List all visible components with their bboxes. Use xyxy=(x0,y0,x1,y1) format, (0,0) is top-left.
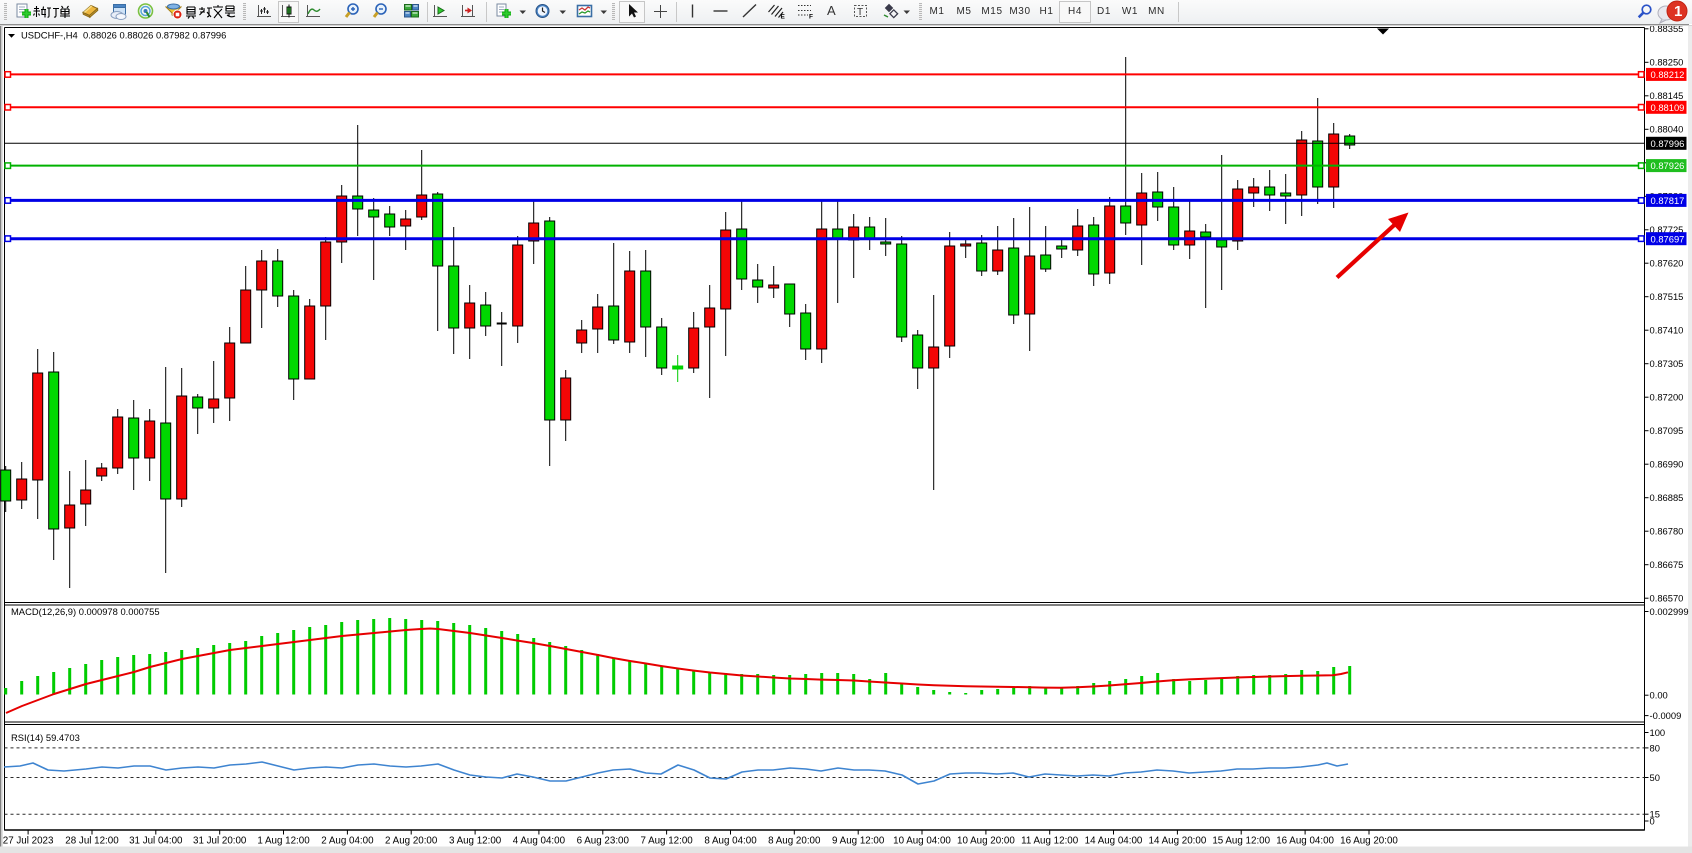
svg-text:0.00: 0.00 xyxy=(1650,690,1668,701)
svg-text:F: F xyxy=(809,14,813,21)
svg-text:16 Aug 20:00: 16 Aug 20:00 xyxy=(1340,836,1398,847)
svg-text:14 Aug 20:00: 14 Aug 20:00 xyxy=(1149,836,1207,847)
svg-text:USDCHF-,H4 0.88026 0.88026 0.: USDCHF-,H4 0.88026 0.88026 0.87982 0.879… xyxy=(21,30,226,41)
svg-text:31 Jul 20:00: 31 Jul 20:00 xyxy=(193,836,247,847)
svg-text:0.88109: 0.88109 xyxy=(1651,102,1685,113)
svg-text:6 Aug 23:00: 6 Aug 23:00 xyxy=(577,836,630,847)
svg-text:0.87095: 0.87095 xyxy=(1650,425,1684,436)
svg-text:0.88040: 0.88040 xyxy=(1650,124,1684,135)
svg-text:0.88355: 0.88355 xyxy=(1650,23,1684,34)
svg-text:9 Aug 12:00: 9 Aug 12:00 xyxy=(832,836,885,847)
svg-text:1 Aug 12:00: 1 Aug 12:00 xyxy=(257,836,310,847)
svg-text:0.86990: 0.86990 xyxy=(1650,459,1684,470)
svg-text:0.87926: 0.87926 xyxy=(1651,160,1685,171)
svg-text:0.87996: 0.87996 xyxy=(1651,138,1685,149)
svg-text:E: E xyxy=(781,14,786,21)
svg-text:0.87620: 0.87620 xyxy=(1650,258,1684,269)
svg-text:0.86885: 0.86885 xyxy=(1650,492,1684,503)
svg-text:14 Aug 04:00: 14 Aug 04:00 xyxy=(1085,836,1143,847)
svg-text:4 Aug 04:00: 4 Aug 04:00 xyxy=(513,836,566,847)
svg-text:100: 100 xyxy=(1650,727,1666,738)
svg-text:27 Jul 2023: 27 Jul 2023 xyxy=(3,836,54,847)
svg-text:1: 1 xyxy=(1674,3,1682,20)
svg-text:0.88212: 0.88212 xyxy=(1651,69,1685,80)
svg-text:0.87410: 0.87410 xyxy=(1650,325,1684,336)
svg-text:0.86780: 0.86780 xyxy=(1650,526,1684,537)
svg-text:T: T xyxy=(857,7,863,18)
svg-text:50: 50 xyxy=(1650,772,1660,783)
svg-text:0.87515: 0.87515 xyxy=(1650,291,1684,302)
svg-text:0.86570: 0.86570 xyxy=(1650,593,1684,604)
svg-text:0.87200: 0.87200 xyxy=(1650,392,1684,403)
svg-text:3 Aug 12:00: 3 Aug 12:00 xyxy=(449,836,502,847)
svg-text:RSI(14) 59.4703: RSI(14) 59.4703 xyxy=(11,732,80,743)
svg-text:2 Aug 04:00: 2 Aug 04:00 xyxy=(321,836,374,847)
svg-text:11 Aug 12:00: 11 Aug 12:00 xyxy=(1021,836,1079,847)
svg-text:15 Aug 12:00: 15 Aug 12:00 xyxy=(1212,836,1270,847)
svg-text:0.87725: 0.87725 xyxy=(1650,224,1684,235)
svg-text:-0.0009: -0.0009 xyxy=(1650,710,1682,721)
svg-text:0.87817: 0.87817 xyxy=(1651,195,1685,206)
svg-text:0: 0 xyxy=(1650,815,1655,826)
svg-text:MACD(12,26,9) 0.000978 0.00075: MACD(12,26,9) 0.000978 0.000755 xyxy=(11,606,160,617)
svg-text:10 Aug 04:00: 10 Aug 04:00 xyxy=(893,836,951,847)
svg-text:0.002999: 0.002999 xyxy=(1650,606,1689,617)
svg-text:28 Jul 12:00: 28 Jul 12:00 xyxy=(65,836,119,847)
svg-text:8 Aug 20:00: 8 Aug 20:00 xyxy=(768,836,821,847)
svg-text:80: 80 xyxy=(1650,742,1660,753)
svg-text:15: 15 xyxy=(1650,809,1660,820)
svg-text:16 Aug 04:00: 16 Aug 04:00 xyxy=(1276,836,1334,847)
svg-text:0.88145: 0.88145 xyxy=(1650,90,1684,101)
svg-text:0.87697: 0.87697 xyxy=(1651,233,1685,244)
svg-text:0.88250: 0.88250 xyxy=(1650,57,1684,68)
svg-text:7 Aug 12:00: 7 Aug 12:00 xyxy=(640,836,693,847)
svg-text:0.87305: 0.87305 xyxy=(1650,358,1684,369)
svg-text:10 Aug 20:00: 10 Aug 20:00 xyxy=(957,836,1015,847)
svg-text:31 Jul 04:00: 31 Jul 04:00 xyxy=(129,836,183,847)
svg-text:2 Aug 20:00: 2 Aug 20:00 xyxy=(385,836,438,847)
svg-text:0.86675: 0.86675 xyxy=(1650,559,1684,570)
svg-text:8 Aug 04:00: 8 Aug 04:00 xyxy=(704,836,757,847)
